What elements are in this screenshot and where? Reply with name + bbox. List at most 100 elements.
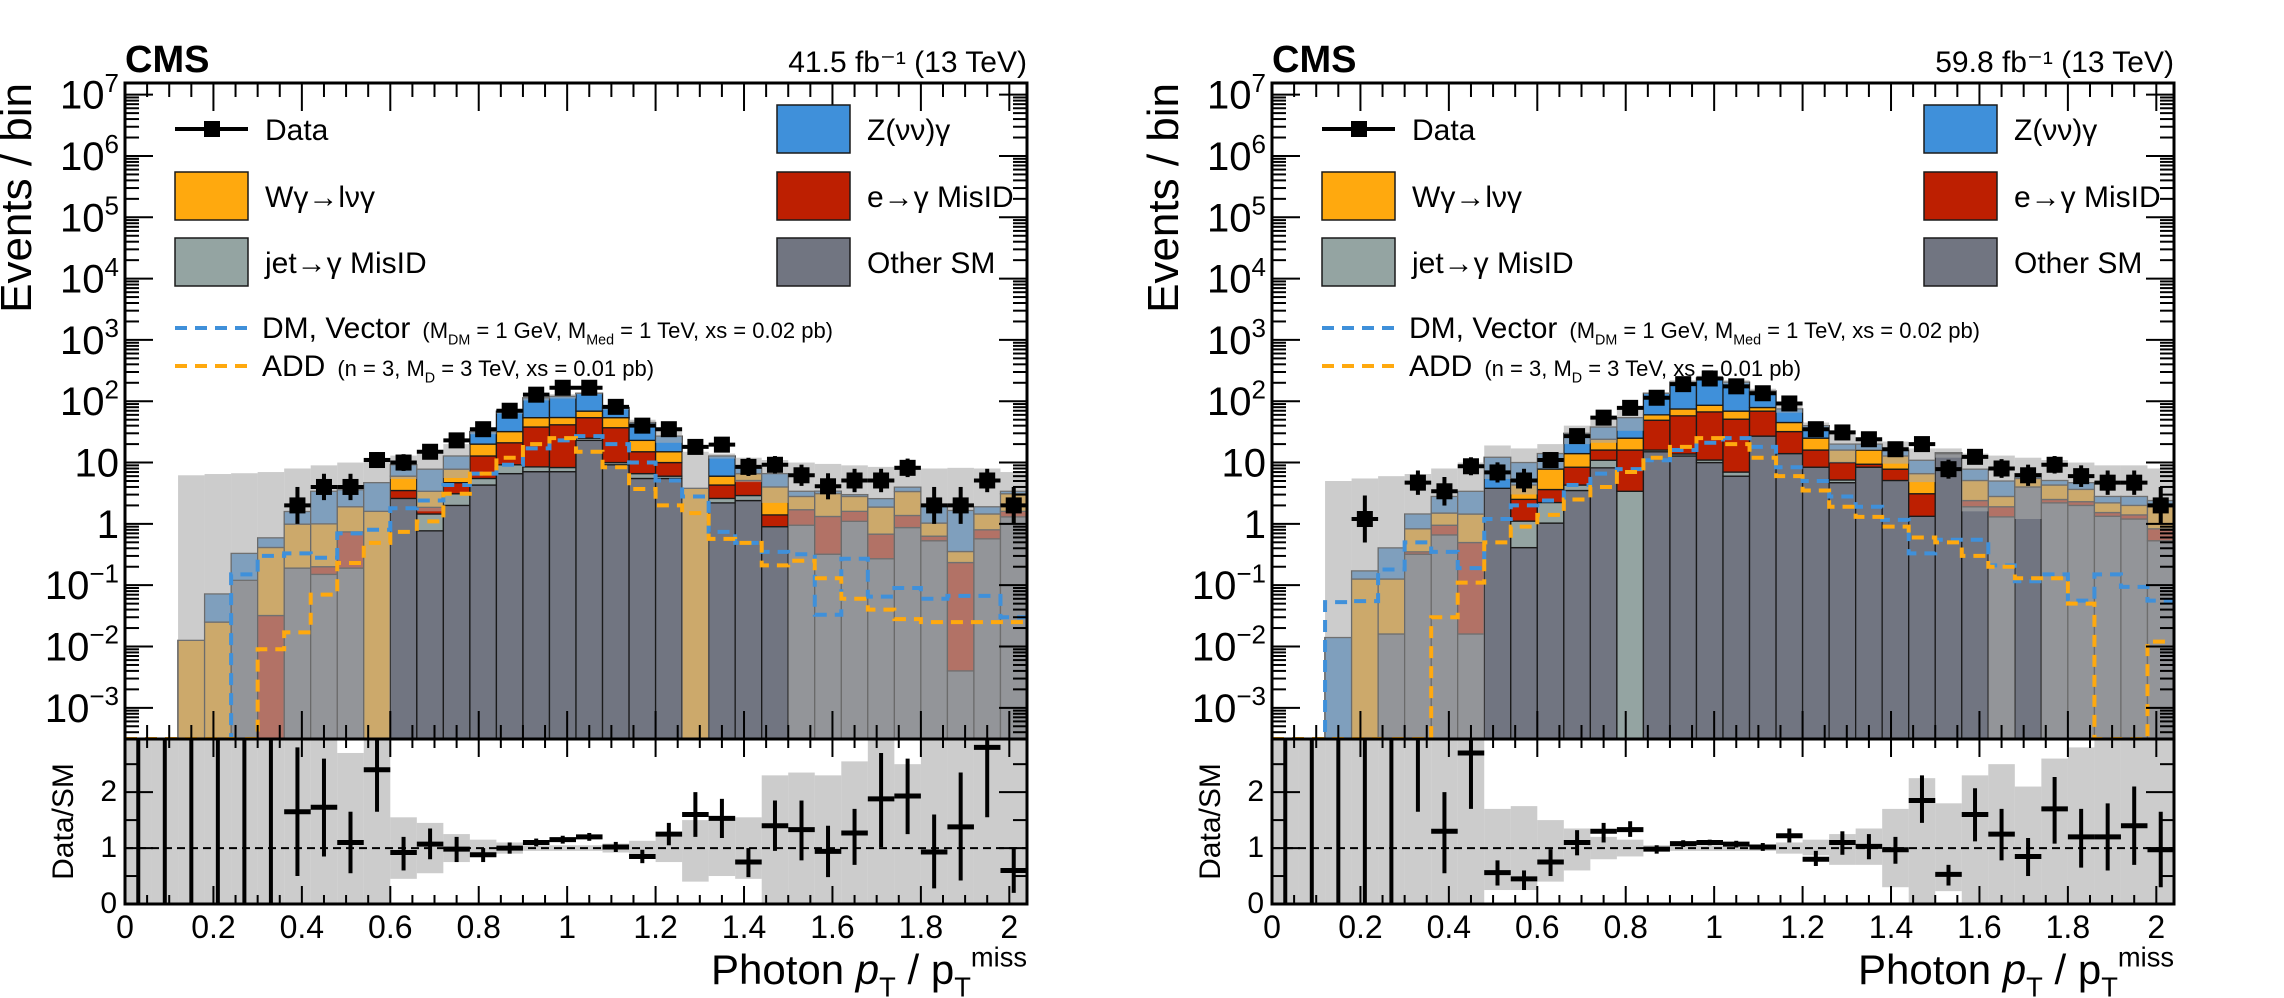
data-point <box>894 458 921 478</box>
stack-bar-eg <box>1589 449 1618 461</box>
ratio-uncertainty-band <box>1802 839 1830 856</box>
data-marker <box>1622 399 1639 416</box>
ratio-point <box>1802 850 1830 866</box>
legend-label-data: Data <box>265 114 329 147</box>
stack-bar-wg <box>1563 452 1592 468</box>
data-point <box>1723 378 1750 395</box>
data-point <box>1457 457 1485 476</box>
data-marker <box>1993 460 2010 477</box>
data-point <box>1988 459 2015 478</box>
ratio-point <box>1457 739 1485 809</box>
legend-label-wg: Wγ→lνγ <box>265 181 375 214</box>
uncertainty-band <box>1378 476 1405 739</box>
ratio-point <box>1590 822 1617 843</box>
ratio-point <box>1000 848 1027 893</box>
uncertainty-band <box>973 468 1001 739</box>
x-tick-label: 0.4 <box>1427 909 1471 945</box>
data-marker <box>289 497 306 514</box>
data-marker <box>369 452 386 469</box>
stack-bar-other <box>1483 487 1512 739</box>
ratio-point <box>682 792 709 837</box>
stack-bar-eg <box>1748 410 1777 437</box>
data-marker <box>766 456 783 473</box>
stack-bar-other <box>416 530 445 739</box>
stack-bar-wg <box>601 416 630 429</box>
ratio-point <box>1829 831 1856 855</box>
stack-bar-eg <box>1563 466 1592 486</box>
data-point <box>284 486 311 524</box>
data-point <box>1537 452 1564 469</box>
ratio-tick-label: 1 <box>100 831 117 864</box>
legend-data-marker <box>1351 121 1367 137</box>
uncertainty-band <box>204 474 232 739</box>
data-marker <box>926 497 943 514</box>
data-marker <box>1675 376 1692 393</box>
x-tick-label: 1.4 <box>1869 909 1913 945</box>
ratio-point <box>814 825 842 878</box>
uncertainty-band <box>310 465 338 739</box>
cms-label: CMS <box>1272 39 1356 81</box>
stack-bar-wg <box>1722 410 1751 420</box>
data-point <box>1590 409 1617 426</box>
stack-bar-jet <box>707 497 736 504</box>
x-tick-label: 1.4 <box>722 909 766 945</box>
ratio-point <box>629 849 656 864</box>
legend-data-marker <box>204 121 220 137</box>
uncertainty-band <box>894 465 921 739</box>
legend-label-zvv: Z(νν)γ <box>2014 114 2097 147</box>
legend-label-zvv: Z(νν)γ <box>867 114 950 147</box>
stack-bar-other <box>469 484 498 739</box>
add-signal-line <box>1272 436 2174 739</box>
data-marker <box>1648 389 1665 406</box>
data-point <box>973 468 1001 493</box>
data-point <box>1616 399 1644 416</box>
x-tick-label: 0 <box>116 909 134 945</box>
data-marker <box>528 386 545 403</box>
uncertainty-band <box>1988 455 2015 739</box>
ratio-point <box>920 814 948 889</box>
dm-signal-line <box>1272 436 2174 739</box>
data-point <box>1484 462 1511 483</box>
x-axis-title: Photon pT / pTmiss <box>1858 941 2174 998</box>
ratio-point <box>576 832 603 841</box>
ratio-point <box>1431 792 1458 874</box>
y-axis-title: Events / bin <box>0 83 41 313</box>
uncertainty-band <box>363 457 391 739</box>
stack-bar-other <box>1642 451 1671 739</box>
stack-bar-wg <box>1775 421 1804 433</box>
ratio-point <box>1988 808 2015 861</box>
data-point <box>337 473 364 501</box>
x-tick-label: 0 <box>1263 909 1281 945</box>
data-marker <box>1781 395 1798 412</box>
ratio-point <box>867 752 895 847</box>
data-point <box>469 421 497 438</box>
data-marker <box>1967 448 1984 465</box>
data-point <box>867 468 895 493</box>
legend-swatch-zvv <box>1923 104 1998 154</box>
legend-label-jet: jet→γ MisID <box>264 247 427 280</box>
ratio-point <box>735 848 762 878</box>
stack-bar-eg <box>1510 498 1538 522</box>
stack-bar-eg <box>761 514 789 528</box>
data-marker <box>713 436 730 453</box>
y-tick-label: 103 <box>1207 313 1266 363</box>
stack-bar-jet <box>522 466 551 473</box>
ratio-point <box>1776 828 1803 843</box>
uncertainty-band <box>1935 448 1962 458</box>
ratio-point <box>1643 845 1670 854</box>
legend-swatch-wg <box>1321 171 1396 221</box>
y-tick-label: 10−2 <box>1192 620 1266 670</box>
ratio-point <box>1855 834 1883 860</box>
legend-params-add: (n = 3, MD = 3 TeV, xs = 0.01 pb) <box>337 356 654 387</box>
stack-bar-jet <box>469 477 498 486</box>
stack-bar-other <box>442 504 471 739</box>
stack-bar-jet <box>1536 501 1565 524</box>
ratio-point <box>416 828 444 860</box>
data-marker <box>1489 464 1506 481</box>
ratio-point <box>655 822 683 846</box>
data-marker <box>740 458 757 475</box>
data-marker <box>1542 452 1559 469</box>
data-point <box>682 438 709 455</box>
stack-bar-wg <box>628 439 657 453</box>
